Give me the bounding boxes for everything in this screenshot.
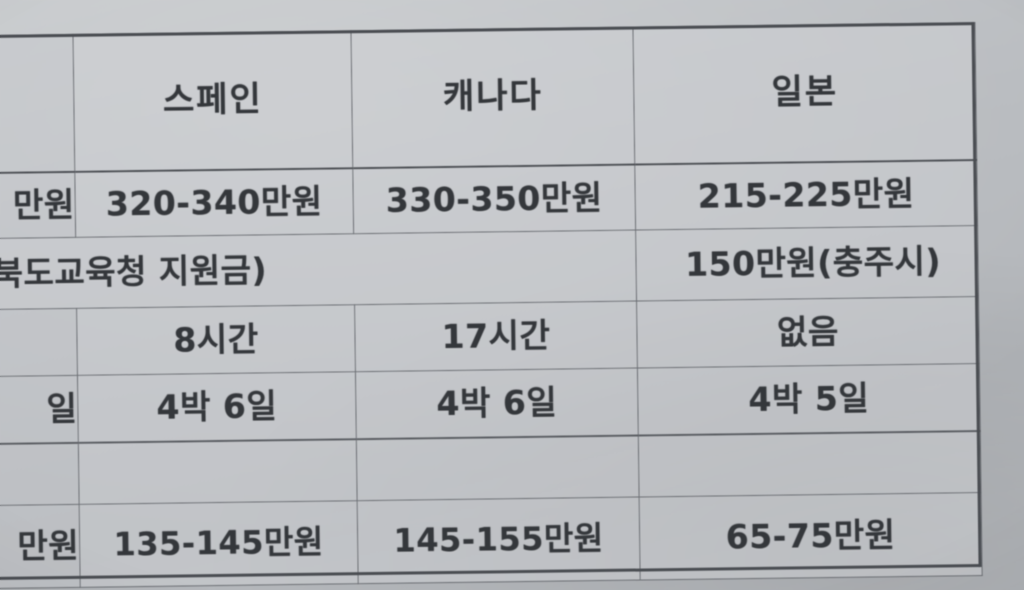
table-row: 북도교육청 지원금) 150만원(충주시) [0,225,979,310]
cell-price-spain: 135-145만원 [79,500,359,588]
cell-duration-japan: 4박 5일 [637,363,981,436]
cell-price-canada: 145-155만원 [357,497,641,584]
cell-hours-canada: 17시간 [354,301,638,372]
cell-hours-spain: 8시간 [76,304,356,376]
document-table-region: 스페인 캐나다 일본 만원 320-340만원 330-350만원 215-22… [0,22,986,589]
header-cell-label [0,34,75,173]
header-cell-japan: 일본 [632,22,977,165]
table-row: 일 4박 6일 4박 6일 4박 5일 [0,363,981,444]
table-header-row: 스페인 캐나다 일본 [0,22,977,173]
cell-support-japan-text: 150만원(충주시) [684,241,942,284]
cell-price-japan: 65-75만원 [639,492,983,580]
row-label-blank [0,442,80,506]
cell-blank-canada [356,435,640,501]
cell-duration-canada: 4박 6일 [355,368,639,440]
cell-cost-japan: 215-225만원 [634,160,978,231]
row-label-hours [0,308,78,377]
cell-support-note: 북도교육청 지원금) [0,230,637,310]
cell-cost-canada: 330-350만원 [352,164,636,234]
cell-blank-japan [638,431,982,498]
row-label-duration: 일 [0,375,79,444]
cell-hours-japan: 없음 [636,296,980,369]
comparison-table: 스페인 캐나다 일본 만원 320-340만원 330-350만원 215-22… [0,22,983,589]
row-label-price: 만원 [0,504,81,589]
header-cell-spain: 스페인 [72,30,353,172]
cell-blank-spain [78,439,358,505]
cell-support-japan: 150만원(충주시) [635,225,979,302]
cell-duration-spain: 4박 6일 [77,371,357,443]
table-row: 만원 135-145만원 145-155만원 65-75만원 [0,492,983,589]
cell-cost-spain: 320-340만원 [74,168,354,238]
row-label-cost: 만원 [0,171,76,239]
header-cell-canada: 캐나다 [350,27,635,169]
